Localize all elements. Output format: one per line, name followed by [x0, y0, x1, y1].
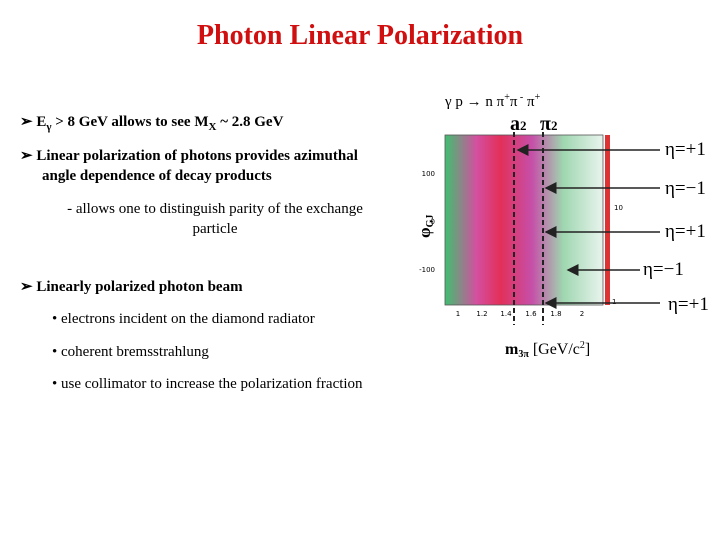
y-tick: 0: [431, 218, 435, 226]
text: +: [535, 92, 541, 103]
text: +: [504, 92, 510, 103]
text: GJ: [425, 215, 436, 228]
text: ~ 2.8 GeV: [216, 114, 283, 130]
x-tick: 1.8: [550, 310, 561, 318]
plot-frame: [444, 134, 604, 306]
scale-label: 10: [614, 204, 623, 212]
text: m: [505, 341, 519, 358]
x-tick: 1.4: [500, 310, 512, 318]
bullet: ➢ Linearly polarized photon beam: [20, 279, 243, 295]
x-tick: 2: [580, 310, 584, 318]
x-tick: 1.2: [476, 310, 487, 318]
eta-label: η=+1: [665, 221, 706, 242]
note: - allows one to distinguish parity of th…: [67, 201, 363, 217]
eta-label: η=−1: [665, 178, 706, 199]
text: 2: [551, 118, 558, 133]
text: X: [209, 121, 217, 133]
text: 2: [520, 118, 527, 133]
bullet: ➢ Linear polarization of photons provide…: [20, 148, 358, 164]
text: ]: [585, 341, 590, 358]
resonance: a2: [510, 113, 527, 135]
y-tick: -100: [419, 266, 435, 274]
text: φ: [415, 227, 434, 238]
scale-label: 1: [612, 298, 616, 306]
text: 3π: [518, 349, 529, 360]
eta-label: η=+1: [668, 294, 709, 315]
bullet: ➢ Eγ > 8 GeV allows to see MX ~ 2.8 GeV: [20, 114, 284, 133]
y-label: φGJ: [415, 215, 436, 238]
reaction: γ p → n π+π - π+: [444, 92, 541, 110]
text: > 8 GeV allows to see M: [52, 114, 209, 130]
bullet-cont: angle dependence of decay products: [42, 168, 272, 184]
text: π: [540, 113, 551, 135]
resonance: π2: [540, 113, 557, 135]
x-tick: 1.6: [525, 310, 537, 318]
text: a: [510, 113, 520, 135]
text: Linear polarization of photons provides …: [36, 148, 358, 164]
text: -: [517, 92, 523, 103]
color-bar: [605, 135, 610, 305]
text: γ p → n π: [444, 94, 505, 110]
text: E: [36, 114, 46, 130]
eta-label: η=+1: [665, 139, 706, 160]
text: π: [510, 94, 518, 110]
text: coherent bremsstrahlung: [61, 344, 209, 360]
text: use collimator to increase the polarizat…: [61, 376, 363, 392]
note: particle: [193, 221, 238, 237]
sub-bullet: • use collimator to increase the polariz…: [52, 376, 363, 392]
title: Photon Linear Polarization: [197, 20, 524, 51]
text: γ: [45, 121, 51, 133]
heatmap: [445, 135, 603, 305]
x-label: m3π [GeV/c2]: [505, 340, 590, 360]
sub-bullet: • electrons incident on the diamond radi…: [52, 311, 315, 327]
text: π: [523, 94, 535, 110]
sub-bullet: • coherent bremsstrahlung: [52, 344, 209, 360]
x-tick: 1: [456, 310, 460, 318]
eta-label: η=−1: [643, 259, 684, 280]
text: Linearly polarized photon beam: [36, 279, 243, 295]
text: [GeV/c: [529, 341, 580, 358]
text: 2: [580, 340, 585, 351]
y-tick: 100: [422, 170, 435, 178]
text: electrons incident on the diamond radiat…: [61, 311, 315, 327]
